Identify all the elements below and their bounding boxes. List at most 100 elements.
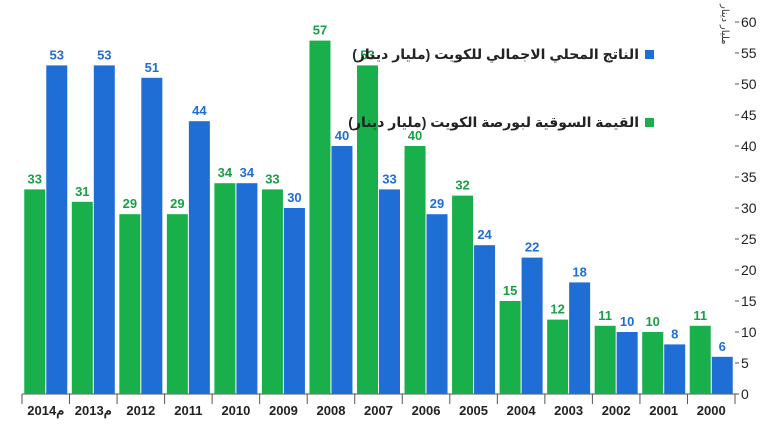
data-label-gdp: 10 — [620, 314, 634, 329]
data-label-gdp: 22 — [525, 240, 539, 255]
bars: 33 53 31 53 29 51 29 44 34 34 33 30 57 40 53 33 40 29 32 24… — [24, 23, 733, 395]
y-tick-label: 15 — [741, 293, 757, 309]
data-label-market-cap: 53 — [360, 47, 374, 62]
y-tick-label: 5 — [741, 355, 749, 371]
data-label-gdp: 24 — [477, 227, 492, 242]
legend-label-market-cap: القيمة السوقية لبورصة الكويت (مليار دينا… — [348, 114, 639, 130]
data-label-market-cap: 11 — [693, 308, 707, 323]
legend-swatch-gdp — [645, 50, 654, 59]
data-label-gdp: 29 — [430, 196, 444, 211]
x-tick-label: 2009 — [269, 403, 298, 418]
data-label-gdp: 44 — [192, 103, 207, 118]
bar-gdp — [188, 121, 210, 394]
x-tick-label: 2000 — [697, 403, 726, 418]
y-tick-label: 35 — [741, 169, 757, 185]
y-axis-label: مليار دينار — [719, 3, 730, 44]
x-tick-label: 2001 — [649, 403, 678, 418]
data-label-market-cap: 11 — [598, 308, 612, 323]
x-axis-labels: 2014م 2013م 2012 2011 2010 2009 2008 2007 2006 20… — [27, 403, 725, 419]
y-tick-label: 20 — [741, 262, 757, 278]
y-tick-label: 50 — [741, 76, 757, 92]
bar-gdp — [664, 344, 686, 394]
bar-market-cap — [309, 40, 331, 394]
legend-item-market-cap: القيمة السوقية لبورصة الكويت (مليار دينا… — [348, 114, 654, 131]
data-label-market-cap: 40 — [408, 128, 422, 143]
bar-gdp — [616, 332, 638, 394]
data-label-market-cap: 33 — [265, 171, 279, 186]
x-tick-label: 2006 — [412, 403, 441, 418]
data-label-market-cap: 29 — [170, 196, 184, 211]
x-tick-label: 2010 — [221, 403, 250, 418]
x-tick-label: 2002 — [602, 403, 631, 418]
bar-market-cap — [689, 325, 711, 394]
bar-market-cap — [642, 332, 664, 394]
data-label-gdp: 8 — [671, 326, 678, 341]
bar-market-cap — [261, 189, 283, 394]
legend-label-gdp: الناتج المحلي الاجمالي للكويت (مليار دين… — [352, 46, 639, 62]
data-label-market-cap: 33 — [28, 171, 42, 186]
y-tick-label: 55 — [741, 45, 757, 61]
bar-market-cap — [404, 146, 426, 394]
bar-gdp — [521, 257, 543, 394]
x-tick-label: 2014م — [27, 403, 64, 419]
bar-gdp — [46, 65, 68, 395]
bar-gdp — [379, 189, 400, 394]
bar-market-cap — [71, 201, 93, 394]
x-tick-label: 2012 — [126, 403, 155, 418]
y-tick-label: 40 — [741, 138, 757, 154]
x-tick-label: 2005 — [459, 403, 488, 418]
bar-market-cap — [166, 214, 188, 394]
bar-market-cap — [24, 189, 46, 394]
bar-gdp — [474, 245, 496, 394]
bar-gdp — [93, 65, 115, 395]
bar-gdp — [426, 214, 448, 394]
x-axis-dividers — [21, 394, 736, 404]
data-label-gdp: 6 — [719, 339, 726, 354]
bar-market-cap — [119, 214, 141, 394]
legend-item-gdp: الناتج المحلي الاجمالي للكويت (مليار دين… — [352, 46, 654, 63]
bar-gdp — [331, 146, 353, 394]
data-label-gdp: 34 — [240, 165, 255, 180]
data-label-market-cap: 10 — [645, 314, 659, 329]
bar-gdp — [236, 183, 258, 394]
x-tick-label: 2013م — [75, 403, 112, 419]
bar-market-cap — [357, 65, 378, 395]
data-label-market-cap: 34 — [218, 165, 233, 180]
x-tick-label: 2011 — [174, 403, 202, 418]
bar-market-cap — [214, 183, 236, 394]
data-label-gdp: 33 — [382, 171, 396, 186]
x-tick-label: 2004 — [507, 403, 537, 418]
data-label-market-cap: 29 — [123, 196, 137, 211]
data-label-market-cap: 15 — [503, 283, 517, 298]
bar-market-cap — [499, 301, 521, 394]
bar-gdp — [141, 77, 163, 395]
bar-gdp — [711, 356, 733, 394]
y-tick-label: 60 — [741, 14, 757, 30]
y-tick-label: 0 — [741, 386, 749, 402]
x-tick-label: 2007 — [364, 403, 393, 418]
data-label-market-cap: 12 — [550, 302, 564, 317]
data-label-gdp: 40 — [335, 128, 349, 143]
y-tick-label: 25 — [741, 231, 757, 247]
y-axis-ticks: 0 5 10 15 20 25 30 35 40 45 50 55 60 — [735, 14, 757, 402]
data-label-gdp: 18 — [572, 264, 586, 279]
data-label-gdp: 51 — [145, 60, 159, 75]
bar-market-cap — [452, 195, 474, 394]
data-label-gdp: 30 — [287, 190, 301, 205]
y-tick-label: 30 — [741, 200, 757, 216]
data-label-gdp: 53 — [50, 47, 64, 62]
data-label-market-cap: 31 — [75, 184, 89, 199]
x-tick-label: 2008 — [317, 403, 346, 418]
bar-gdp — [569, 282, 591, 394]
data-label-market-cap: 32 — [455, 178, 469, 193]
y-tick-label: 45 — [741, 107, 757, 123]
bar-market-cap — [594, 325, 616, 394]
bar-gdp — [283, 208, 305, 394]
bar-market-cap — [547, 319, 569, 394]
x-tick-label: 2003 — [554, 403, 583, 418]
data-label-market-cap: 57 — [313, 23, 327, 38]
data-label-gdp: 53 — [97, 47, 111, 62]
y-tick-label: 10 — [741, 324, 757, 340]
legend-swatch-market-cap — [645, 118, 654, 127]
